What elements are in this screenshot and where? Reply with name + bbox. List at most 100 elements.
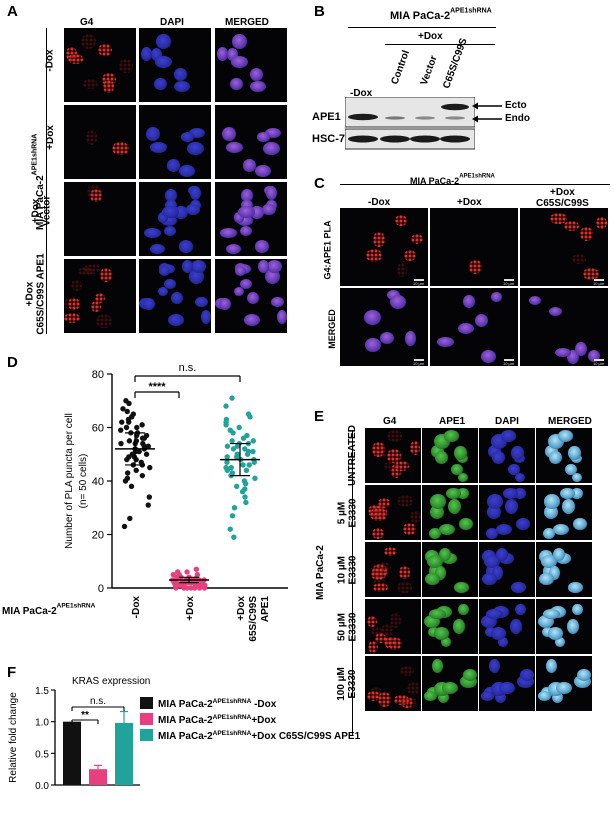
cell-nucleus (77, 266, 93, 276)
cell-nucleus (247, 291, 259, 304)
cell-nucleus (372, 527, 384, 539)
significance-label: ** (81, 710, 89, 721)
cell-nucleus (165, 199, 177, 211)
panel-c-row-merged-label: MERGED (326, 309, 337, 349)
y-tick-label: 0.5 (35, 749, 49, 760)
data-point (145, 443, 151, 449)
cell-nucleus (98, 44, 112, 56)
data-point (121, 523, 128, 530)
cell-nucleus (149, 243, 166, 254)
cell-nucleus (150, 47, 163, 62)
cell-nucleus (454, 582, 470, 593)
cell-nucleus (383, 636, 395, 647)
panel-a-row-1-label: -Dox (44, 49, 56, 72)
panel-e-image-g4 (365, 428, 421, 483)
y-axis-label: Relative fold change (8, 692, 19, 783)
panel-e-header-g4: G4 (383, 416, 397, 427)
data-point (224, 459, 230, 465)
data-point (230, 446, 237, 452)
cell-nucleus (545, 658, 558, 673)
cell-nucleus (276, 309, 287, 324)
cell-nucleus (486, 609, 504, 619)
cell-nucleus (377, 691, 392, 707)
panel-d-letter: D (7, 354, 18, 371)
data-point (145, 502, 151, 508)
data-point (181, 585, 187, 591)
panel-a-row-3-label: +Dox Vector (30, 195, 53, 227)
data-point (119, 419, 125, 425)
cell-nucleus (163, 225, 177, 237)
cell-nucleus (495, 523, 512, 535)
cell-nucleus (271, 296, 284, 308)
panel-a-row-2-label: +Dox (44, 125, 56, 150)
cell-nucleus (487, 494, 504, 509)
cell-nucleus (394, 694, 409, 705)
panel-e-header-merged: MERGED (548, 416, 592, 427)
cell-nucleus (187, 141, 204, 156)
panel-a-image-merged (215, 28, 287, 102)
cell-nucleus (244, 314, 260, 327)
cell-nucleus (513, 487, 526, 499)
data-point (224, 454, 230, 460)
cell-nucleus (443, 429, 460, 442)
cell-nucleus (403, 523, 416, 535)
cell-nucleus (156, 34, 171, 49)
legend-label-sup: APE1shRNA (213, 698, 252, 705)
cell-nucleus (163, 279, 176, 289)
data-point (251, 459, 257, 465)
cell-nucleus (539, 572, 554, 585)
cell-nucleus (491, 450, 505, 464)
legend-label-sup: APE1shRNA (213, 730, 252, 737)
cell-nucleus (67, 54, 84, 64)
cell-nucleus (391, 463, 402, 478)
cell-nucleus (390, 613, 402, 628)
bar (115, 722, 133, 785)
cell-nucleus (255, 165, 271, 177)
cell-nucleus (256, 132, 271, 142)
cell-nucleus (497, 636, 509, 647)
data-point (133, 456, 139, 463)
cell-nucleus (516, 518, 530, 531)
panel-b-row-hsc70: HSC-70 (312, 133, 352, 145)
data-point (196, 585, 203, 591)
cell-nucleus (112, 141, 129, 156)
cell-nucleus (547, 627, 563, 640)
cell-nucleus (157, 286, 169, 297)
cell-nucleus (200, 309, 211, 324)
cell-nucleus (428, 627, 439, 638)
panel-b-dox-label: +Dox (418, 31, 443, 42)
cell-nucleus (576, 669, 592, 682)
cell-nucleus (447, 498, 462, 514)
cell-nucleus (81, 34, 96, 49)
x-category-label: -Dox (131, 596, 142, 619)
data-point (229, 438, 235, 444)
cell-nucleus (141, 47, 153, 61)
cell-nucleus (456, 487, 469, 499)
panel-f-letter: F (7, 664, 17, 681)
data-point (224, 467, 230, 473)
cell-nucleus (565, 463, 578, 476)
cell-nucleus (429, 609, 447, 619)
cell-nucleus (410, 511, 421, 524)
panel-b-title-rule (348, 27, 496, 28)
cell-nucleus (154, 77, 168, 91)
data-point (231, 534, 237, 540)
scale-bar-label: 10 µm (413, 361, 425, 366)
cell-nucleus (218, 297, 231, 311)
data-point (120, 406, 126, 412)
band-hsc70-3 (410, 135, 440, 143)
cell-nucleus (160, 215, 177, 227)
cell-nucleus (454, 446, 467, 460)
cell-nucleus (503, 487, 519, 499)
legend-label-suffix: +Dox C65S/C99S APE1 (251, 731, 360, 742)
cell-nucleus (249, 81, 266, 93)
x-category-label-line: +Dox (236, 596, 247, 621)
panel-a-image-dapi (139, 182, 211, 256)
panel-e-image-dapi (479, 485, 535, 540)
panel-f-bar-chart: KRAS expression 0.0 0.5 1.0 1.5 Relative fold… (8, 676, 361, 792)
cell-nucleus (83, 264, 101, 274)
cell-nucleus (258, 259, 270, 273)
cell-nucleus (498, 681, 515, 695)
panel-c-header-plusdox: +Dox (457, 197, 482, 208)
scale-bar (594, 279, 604, 281)
